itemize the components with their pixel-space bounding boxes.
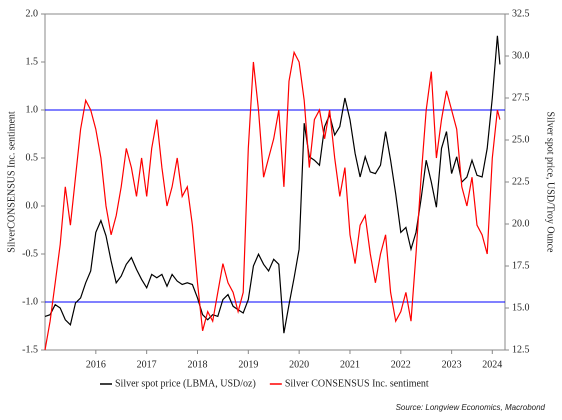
x-tick-label: 2022 (391, 359, 411, 370)
y2-tick-label: 15.0 (512, 302, 530, 313)
series-line (44, 50, 501, 351)
y2-tick-label: 32.5 (512, 8, 530, 19)
x-tick-label: 2017 (137, 359, 157, 370)
y2-tick-label: 20.0 (512, 218, 530, 229)
plot-frame (44, 13, 506, 351)
y2-tick-label: 27.5 (512, 92, 530, 103)
x-tick-label: 2023 (442, 359, 462, 370)
y2-tick-label: 25.0 (512, 134, 530, 145)
x-tick-label: 2019 (238, 359, 258, 370)
x-tick-label: 2021 (340, 359, 360, 370)
y-tick-label: -1.5 (22, 344, 38, 355)
y2-tick-label: 30.0 (512, 50, 530, 61)
legend-label: Silver CONSENSUS Inc. sentiment (285, 378, 429, 389)
y2-tick-label: 17.5 (512, 260, 530, 271)
y2-tick-label: 22.5 (512, 176, 530, 187)
y-tick-label: -1.0 (22, 296, 38, 307)
series-line (44, 35, 501, 334)
y-tick-label: 1.0 (26, 104, 39, 115)
x-tick-label: 2016 (86, 359, 106, 370)
x-tick-label: 2020 (289, 359, 309, 370)
y-tick-label: -0.5 (22, 248, 38, 259)
x-tick-label: 2024 (482, 359, 502, 370)
y-axis-title: SilverCONSENSUS Inc. sentiment (6, 111, 17, 253)
y-tick-label: 2.0 (26, 8, 39, 19)
y-tick-label: 0.0 (26, 200, 39, 211)
y-tick-label: 1.5 (26, 56, 39, 67)
y-tick-label: 0.5 (26, 152, 39, 163)
source-note: Source: Longview Economics, Macrobond (396, 403, 546, 412)
y2-tick-label: 12.5 (512, 344, 530, 355)
legend-label: Silver spot price (LBMA, USD/oz) (115, 378, 256, 389)
x-tick-label: 2018 (187, 359, 207, 370)
y2-axis-title: Silver spot price, USD/Troy Ounce (545, 111, 556, 253)
